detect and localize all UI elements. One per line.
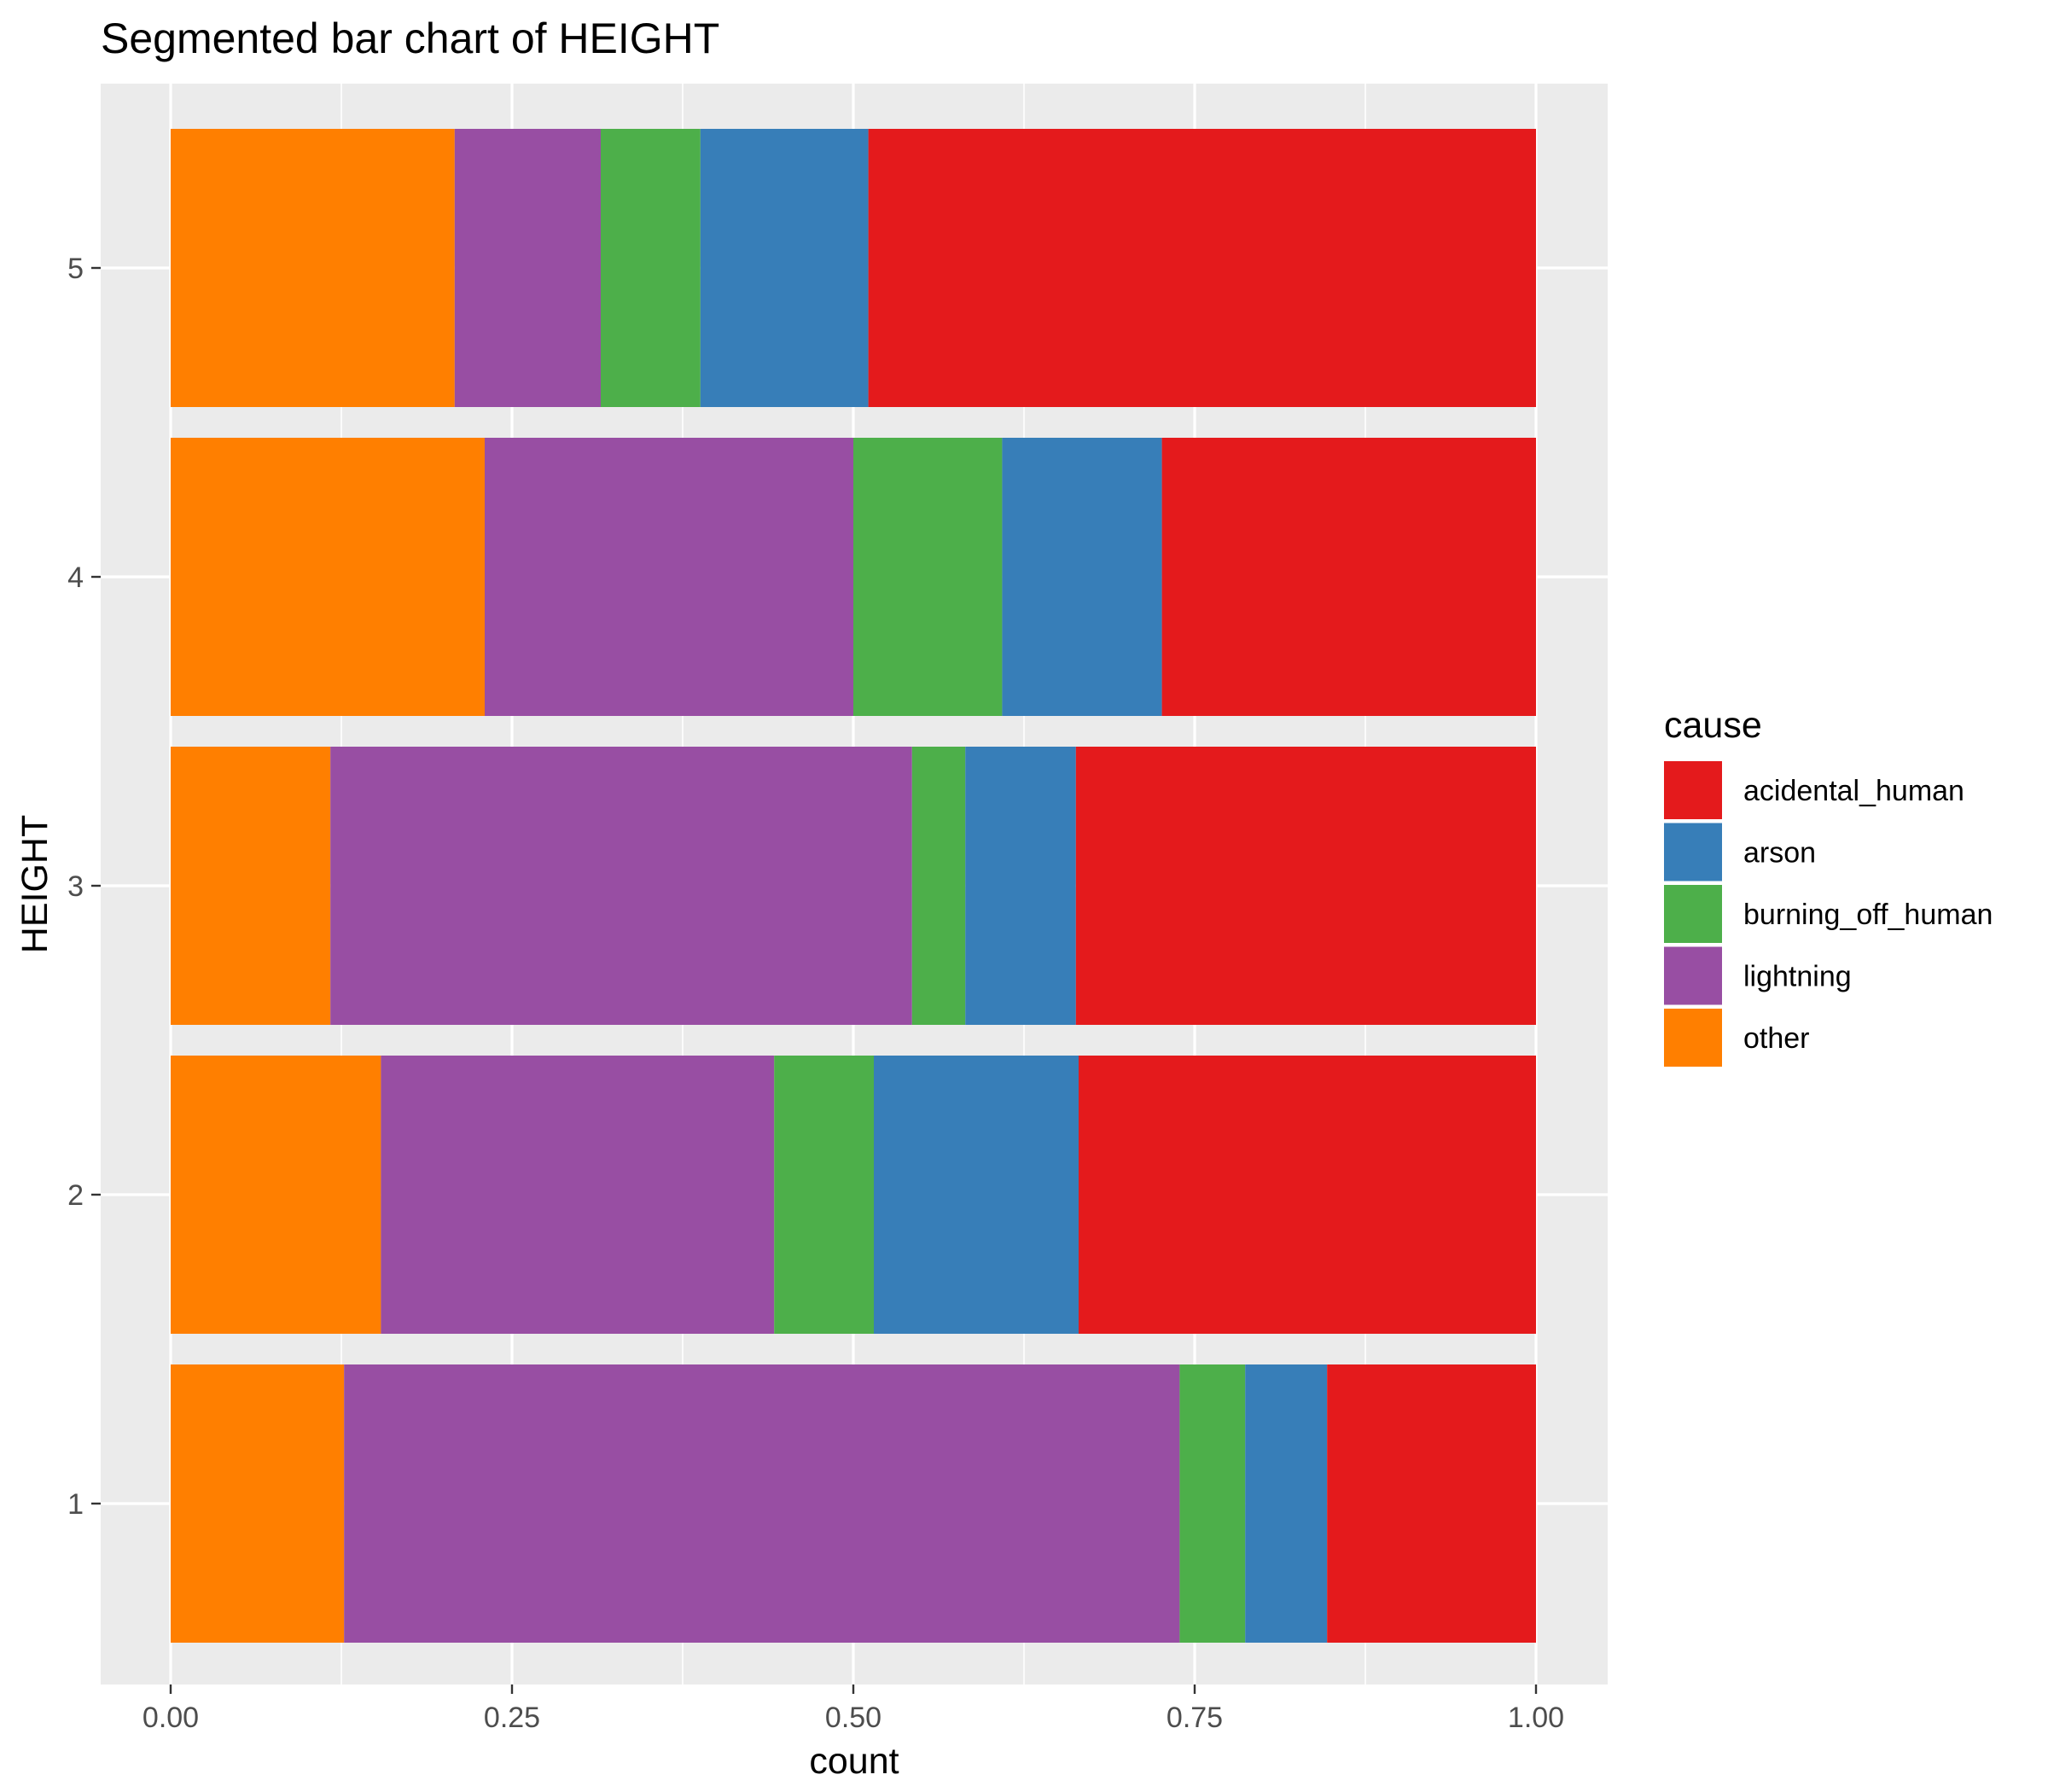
x-tick-label: 0.50 — [825, 1702, 881, 1734]
bar-segment-acidental_human — [1079, 1056, 1536, 1334]
legend-key-burning_off_human — [1664, 885, 1722, 943]
bar-segment-other — [171, 129, 455, 407]
legend-label-burning_off_human: burning_off_human — [1743, 899, 1993, 931]
bar-segment-acidental_human — [1161, 438, 1536, 716]
bar-segment-acidental_human — [1327, 1364, 1536, 1643]
bar-segment-burning_off_human — [774, 1056, 874, 1334]
legend-label-acidental_human: acidental_human — [1743, 775, 1964, 807]
bar-segment-acidental_human — [1075, 747, 1536, 1025]
bar-segments — [171, 129, 1536, 1643]
legend-key-arson — [1664, 823, 1722, 881]
bar-segment-other — [171, 747, 331, 1025]
y-tick-label: 4 — [67, 561, 84, 594]
bar-segment-burning_off_human — [911, 747, 966, 1025]
bar-segment-burning_off_human — [601, 129, 701, 407]
legend-label-lightning: lightning — [1743, 961, 1852, 993]
legend-key-other — [1664, 1009, 1722, 1067]
x-tick-label: 0.25 — [484, 1702, 540, 1734]
bar-segment-lightning — [381, 1056, 775, 1334]
y-tick-label: 3 — [67, 870, 84, 903]
x-tick-label: 0.00 — [143, 1702, 199, 1734]
bar-segment-acidental_human — [868, 129, 1536, 407]
bar-segment-arson — [1002, 438, 1162, 716]
bar-segment-arson — [965, 747, 1076, 1025]
x-tick-label: 0.75 — [1167, 1702, 1223, 1734]
bar-segment-burning_off_human — [1179, 1364, 1246, 1643]
bar-segment-lightning — [344, 1364, 1180, 1643]
bar-segment-other — [171, 438, 485, 716]
legend-key-acidental_human — [1664, 761, 1722, 819]
chart-title: Segmented bar chart of HEIGHT — [101, 15, 719, 62]
bar-segment-other — [171, 1056, 381, 1334]
y-tick-label: 5 — [67, 253, 84, 285]
x-tick-label: 1.00 — [1508, 1702, 1564, 1734]
bar-segment-burning_off_human — [853, 438, 1003, 716]
bar-segment-arson — [874, 1056, 1079, 1334]
legend-label-arson: arson — [1743, 837, 1816, 870]
y-axis-title: HEIGHT — [15, 815, 55, 953]
x-axis-title: count — [809, 1741, 899, 1782]
bar-segment-arson — [1245, 1364, 1328, 1643]
bar-segment-arson — [700, 129, 869, 407]
legend-label-other: other — [1743, 1022, 1810, 1055]
bar-segment-lightning — [330, 747, 912, 1025]
legend-key-lightning — [1664, 946, 1722, 1005]
bar-segment-lightning — [454, 129, 601, 407]
axes: 0.00 0.25 0.50 0.75 1.00 1 2 3 4 5 — [67, 253, 1564, 1734]
bar-segment-lightning — [485, 438, 853, 716]
y-tick-label: 2 — [67, 1179, 84, 1212]
y-tick-label: 1 — [67, 1488, 84, 1521]
bar-segment-other — [171, 1364, 345, 1643]
legend-title: cause — [1664, 705, 1762, 746]
